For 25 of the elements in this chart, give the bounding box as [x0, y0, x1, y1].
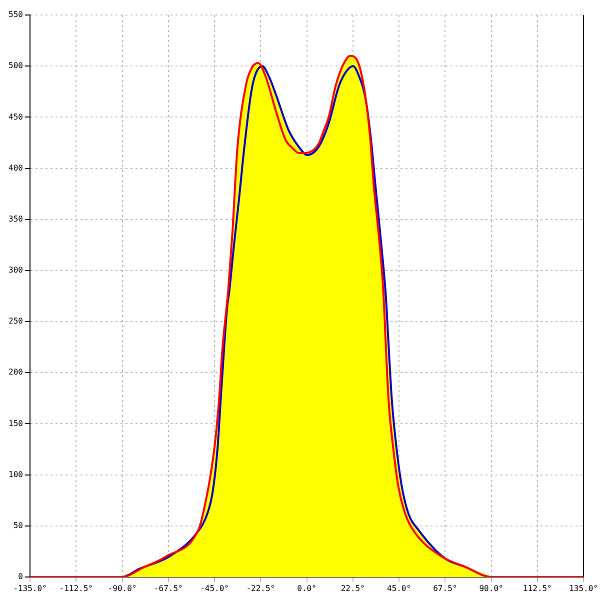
y-tick-label: 300 — [8, 266, 24, 275]
y-tick-label: 550 — [8, 10, 24, 20]
x-tick-label: 135.0° — [569, 584, 598, 593]
x-tick-label: -90.0° — [108, 584, 137, 593]
y-tick-label: 50 — [13, 520, 24, 530]
y-tick-label: 450 — [8, 112, 24, 122]
x-tick-label: 112.5° — [522, 584, 552, 593]
y-tick-label: 500 — [8, 61, 24, 70]
x-tick-label: -67.5° — [154, 584, 183, 593]
x-tick-label: 90.0° — [479, 584, 504, 593]
x-tick-label: 0.0° — [297, 584, 316, 593]
x-tick-label: -112.5° — [59, 584, 93, 593]
x-tick-label: -135.0° — [13, 584, 47, 593]
y-tick-label: 100 — [8, 470, 24, 479]
x-tick-label: 45.0° — [386, 584, 412, 593]
y-tick-label: 350 — [8, 214, 24, 224]
x-tick-label: -22.5° — [246, 584, 276, 593]
x-tick-label: 22.5° — [340, 584, 365, 593]
y-tick-label: 400 — [8, 163, 24, 172]
x-tick-label: 67.5° — [433, 584, 458, 593]
y-tick-label: 200 — [8, 368, 24, 377]
y-tick-label: 150 — [8, 418, 24, 428]
y-tick-label: 250 — [8, 316, 24, 326]
y-tick-label: 0 — [18, 572, 24, 582]
x-tick-label: -45.0° — [200, 584, 229, 593]
